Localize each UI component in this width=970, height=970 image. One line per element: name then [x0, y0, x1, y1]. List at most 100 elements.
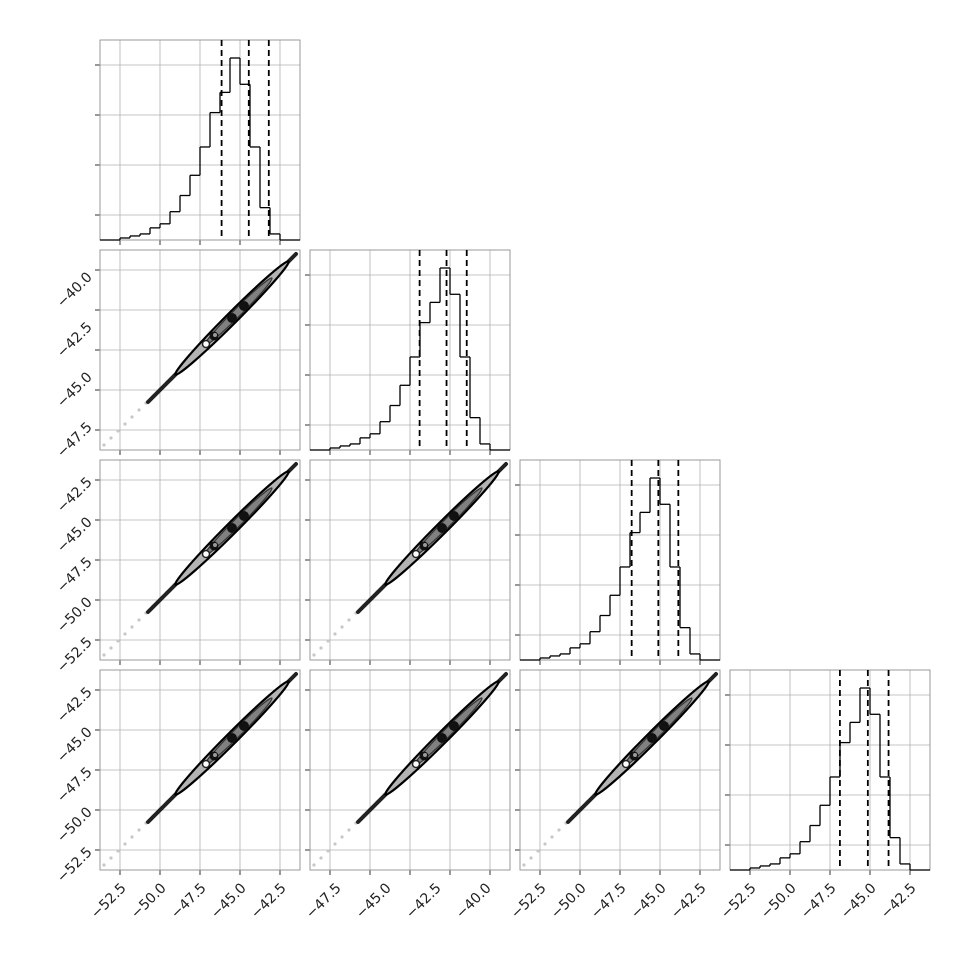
contour-marker	[621, 759, 631, 769]
scatter-point	[102, 863, 106, 867]
panel-frame	[309, 669, 511, 871]
scatter-point	[423, 543, 427, 547]
scatter-point	[423, 753, 427, 757]
scatter-point	[137, 408, 141, 412]
scatter-point	[333, 842, 337, 846]
y-tick-label: −40.0	[54, 269, 96, 311]
y-tick-label: −45.0	[54, 514, 96, 556]
density-peak	[227, 313, 237, 323]
x-tick-label: −42.5	[248, 880, 290, 922]
x-tick-label: −50.0	[548, 880, 590, 922]
scatter-point	[130, 415, 134, 419]
joint-panel-4-3	[515, 669, 721, 875]
scatter-point	[319, 856, 323, 860]
density-peak	[437, 523, 447, 533]
scatter-point	[347, 618, 351, 622]
x-tick-label: −50.0	[128, 880, 170, 922]
panel-frame	[729, 669, 931, 871]
x-tick-label: −42.5	[403, 880, 445, 922]
scatter-point	[116, 429, 120, 433]
density-peak	[449, 511, 459, 521]
scatter-point	[109, 856, 113, 860]
marginal-panel-3	[515, 459, 721, 665]
marginal-panel-4	[725, 669, 931, 875]
x-tick-label: −42.5	[878, 880, 920, 922]
density-peak	[659, 721, 669, 731]
x-tick-label: −45.0	[353, 880, 395, 922]
joint-panel-4-1	[95, 669, 301, 875]
x-tick-label: −45.0	[628, 880, 670, 922]
panel-frame	[99, 669, 301, 871]
x-tick-label: −52.5	[718, 880, 760, 922]
contour-marker	[201, 339, 211, 349]
scatter-point	[340, 625, 344, 629]
scatter-point	[326, 639, 330, 643]
scatter-point	[213, 333, 217, 337]
scatter-point	[522, 863, 526, 867]
scatter-point	[340, 835, 344, 839]
x-tick-label: −52.5	[508, 880, 550, 922]
panel-frame	[519, 459, 721, 661]
contour-marker	[411, 549, 421, 559]
x-tick-label: −40.0	[453, 880, 495, 922]
x-tick-label: −47.5	[798, 880, 840, 922]
panel-frame	[99, 39, 301, 241]
y-tick-label: −42.5	[54, 684, 96, 726]
scatter-point	[557, 828, 561, 832]
density-peak	[647, 733, 657, 743]
scatter-point	[333, 632, 337, 636]
panel-frame	[309, 459, 511, 661]
scatter-point	[536, 849, 540, 853]
panel-frame	[99, 459, 301, 661]
scatter-point	[529, 856, 533, 860]
scatter-point	[109, 646, 113, 650]
y-tick-label: −45.0	[54, 724, 96, 766]
x-tick-label: −52.5	[88, 880, 130, 922]
scatter-point	[130, 625, 134, 629]
y-tick-label: −50.0	[54, 804, 96, 846]
scatter-point	[137, 618, 141, 622]
density-peak	[239, 301, 249, 311]
density-peak	[227, 733, 237, 743]
density-peak	[239, 511, 249, 521]
x-tick-label: −47.5	[588, 880, 630, 922]
density-peak	[227, 523, 237, 533]
panel-frame	[519, 669, 721, 871]
scatter-point	[116, 639, 120, 643]
contour-marker	[201, 759, 211, 769]
y-tick-label: −50.0	[54, 594, 96, 636]
y-tick-label: −42.5	[54, 319, 96, 361]
density-peak	[449, 721, 459, 731]
y-tick-label: −52.5	[54, 844, 96, 886]
joint-panel-3-1	[95, 459, 301, 665]
scatter-point	[326, 849, 330, 853]
scatter-point	[319, 646, 323, 650]
x-tick-label: −50.0	[758, 880, 800, 922]
joint-panel-3-2	[305, 459, 511, 665]
scatter-point	[102, 653, 106, 657]
y-tick-label: −47.5	[54, 419, 96, 461]
contour-marker	[411, 759, 421, 769]
y-tick-label: −45.0	[54, 369, 96, 411]
scatter-point	[550, 835, 554, 839]
density-peak	[437, 733, 447, 743]
marginal-panel-2	[305, 249, 511, 455]
y-tick-label: −47.5	[54, 554, 96, 596]
scatter-point	[130, 835, 134, 839]
scatter-point	[102, 443, 106, 447]
y-tick-label: −52.5	[54, 634, 96, 676]
x-tick-label: −45.0	[208, 880, 250, 922]
scatter-point	[312, 653, 316, 657]
scatter-point	[123, 422, 127, 426]
scatter-point	[213, 543, 217, 547]
scatter-point	[123, 842, 127, 846]
scatter-point	[633, 753, 637, 757]
panel-frame	[309, 249, 511, 451]
y-tick-label: −42.5	[54, 474, 96, 516]
marginal-panel-1	[95, 39, 301, 245]
x-tick-label: −47.5	[303, 880, 345, 922]
scatter-point	[116, 849, 120, 853]
scatter-point	[213, 753, 217, 757]
panel-frame	[99, 249, 301, 451]
